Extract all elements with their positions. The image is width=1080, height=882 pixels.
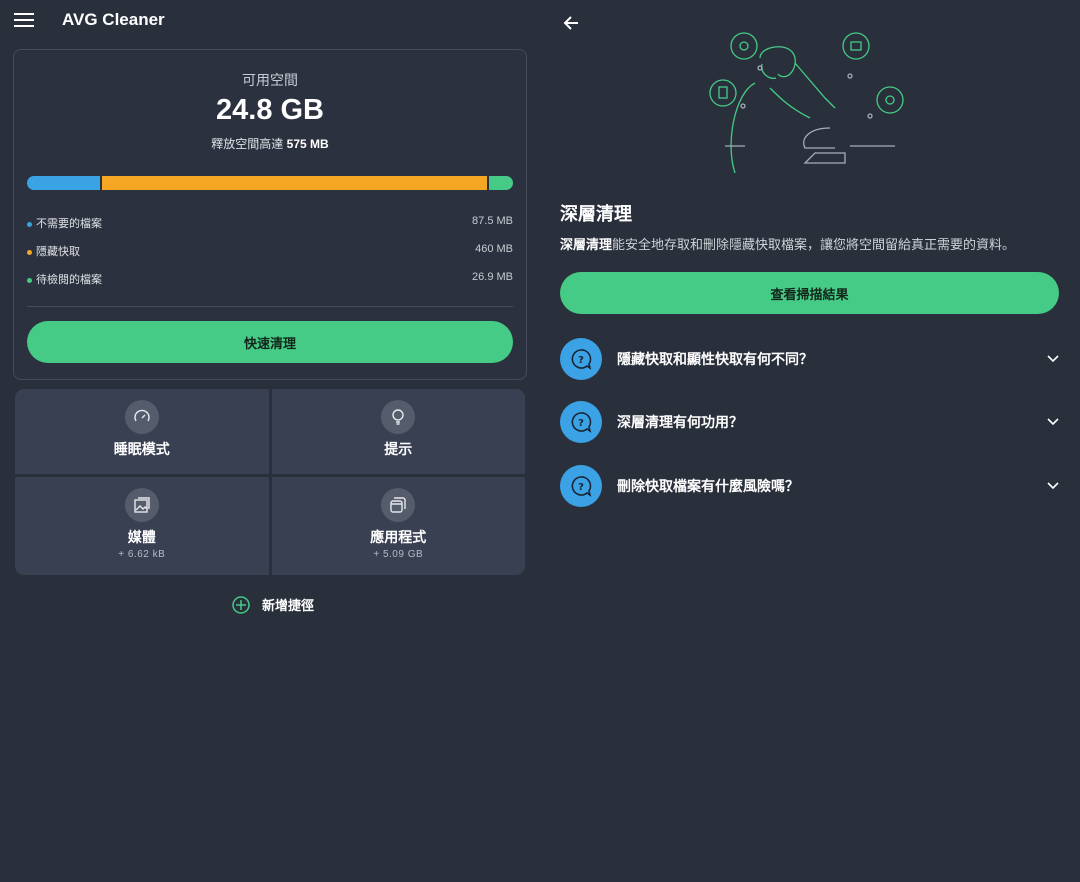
storage-bar: [27, 176, 513, 190]
svg-text:?: ?: [578, 418, 584, 429]
shortcut-grid: 睡眠模式 提示 媒體 + 6.62 kB 應用程式 + 5.09 GB: [15, 389, 525, 575]
divider: [27, 306, 513, 307]
faq-question: 刪除快取檔案有什麼風險嗎？: [617, 478, 799, 494]
view-scan-results-button[interactable]: 查看掃描結果: [560, 272, 1059, 314]
legend-item: 待檢閱的檔案 26.9 MB: [27, 271, 513, 287]
storage-bar-segment: [102, 176, 487, 190]
legend-item: 不需要的檔案 87.5 MB: [27, 215, 513, 231]
legend-label: 不需要的檔案: [36, 218, 102, 230]
legend-item: 隱藏快取 460 MB: [27, 243, 513, 259]
free-up-value: 575 MB: [286, 137, 329, 151]
plus-circle-icon: [232, 595, 250, 614]
speedometer-icon: [124, 400, 159, 434]
question-bubble-icon: ?: [560, 401, 602, 443]
tile-apps[interactable]: 應用程式 + 5.09 GB: [271, 477, 525, 575]
tile-label: 提示: [384, 441, 413, 457]
storage-bar-segment: [27, 176, 101, 190]
green-dot-icon: [27, 277, 32, 283]
faq-item[interactable]: ? 刪除快取檔案有什麼風險嗎？: [560, 465, 1060, 507]
lightbulb-icon: [381, 400, 416, 434]
free-up-text: 釋放空間高達 575 MB: [14, 135, 526, 152]
tile-label: 媒體: [127, 529, 156, 545]
tile-sub: + 5.09 GB: [373, 549, 424, 560]
storage-bar-segment: [488, 176, 513, 190]
chevron-down-icon: [1047, 482, 1059, 490]
desc-bold: 深層清理: [560, 237, 613, 252]
app-title: AVG Cleaner: [62, 10, 165, 29]
storage-card: 可用空間 24.8 GB 釋放空間高達 575 MB 不需要的檔案 87.5 MB…: [13, 49, 527, 380]
chevron-down-icon: [1047, 355, 1059, 363]
blue-dot-icon: [27, 221, 32, 227]
faq-item[interactable]: ? 隱藏快取和顯性快取有何不同？: [560, 338, 1060, 380]
scientist-illustration: [709, 32, 904, 174]
deep-clean-description: 深層清理能安全地存取和刪除隱藏快取檔案，讓您將空間留給真正需要的資料。: [560, 234, 1015, 253]
tile-tips[interactable]: 提示: [271, 389, 525, 474]
faq-question: 隱藏快取和顯性快取有何不同？: [617, 351, 813, 367]
legend-value: 460 MB: [475, 243, 513, 255]
tile-label: 應用程式: [370, 529, 427, 545]
desc-rest: 能安全地存取和刪除隱藏快取檔案，讓您將空間留給真正需要的資料。: [612, 237, 1016, 252]
menu-icon[interactable]: [14, 13, 34, 29]
available-space-label: 可用空間: [242, 72, 298, 88]
tile-sleep-mode[interactable]: 睡眠模式: [15, 389, 269, 474]
svg-text:?: ?: [578, 355, 584, 366]
legend-label: 隱藏快取: [36, 246, 80, 258]
quick-clean-button[interactable]: 快速清理: [27, 321, 513, 363]
faq-question: 深層清理有何功用？: [617, 414, 743, 430]
back-arrow-icon[interactable]: [562, 14, 580, 32]
legend-label: 待檢閱的檔案: [36, 274, 102, 286]
chevron-down-icon: [1047, 418, 1059, 426]
faq-item[interactable]: ? 深層清理有何功用？: [560, 401, 1060, 443]
available-space-value: 24.8 GB: [216, 94, 324, 126]
question-bubble-icon: ?: [560, 338, 602, 380]
tile-media[interactable]: 媒體 + 6.62 kB: [15, 477, 269, 575]
tile-sub: + 6.62 kB: [118, 549, 166, 560]
legend-value: 87.5 MB: [472, 215, 513, 227]
add-shortcut-label: 新增捷徑: [262, 598, 315, 613]
tile-label: 睡眠模式: [113, 441, 170, 457]
image-icon: [124, 488, 159, 522]
free-up-prefix: 釋放空間高達: [211, 137, 284, 151]
deep-clean-title: 深層清理: [560, 204, 632, 224]
legend-value: 26.9 MB: [472, 271, 513, 283]
add-shortcut-button[interactable]: 新增捷徑: [232, 595, 314, 614]
question-bubble-icon: ?: [560, 465, 602, 507]
orange-dot-icon: [27, 249, 32, 255]
svg-text:?: ?: [578, 482, 584, 493]
apps-icon: [381, 488, 416, 522]
